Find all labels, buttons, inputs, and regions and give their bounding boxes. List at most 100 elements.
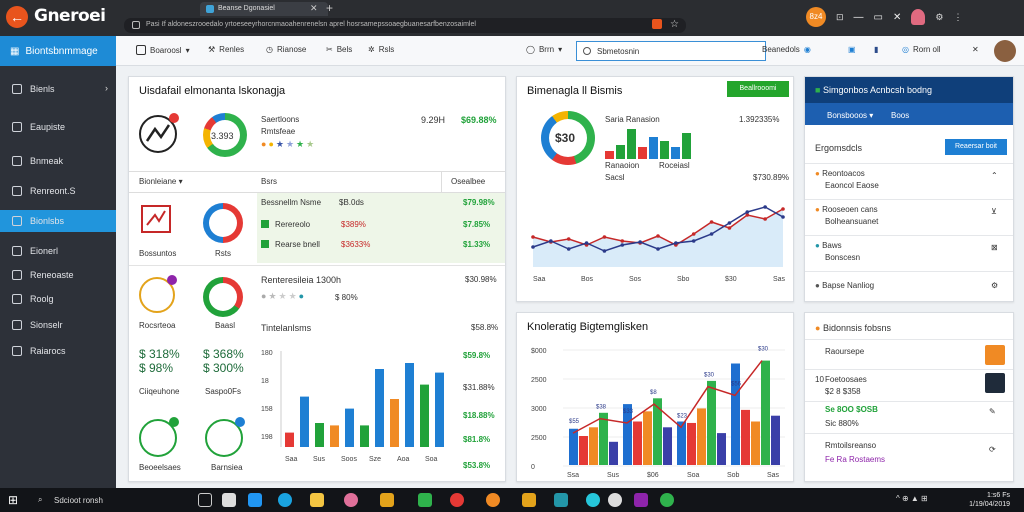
list-item[interactable] [805, 199, 1013, 235]
list-item[interactable] [805, 401, 1013, 437]
toolbar-action[interactable]: Beanedols ◉ [762, 45, 811, 54]
orange-action-button[interactable] [985, 345, 1005, 365]
menu-dropdown[interactable]: ◯ Brrn ▾ [526, 45, 563, 54]
list-item[interactable] [805, 433, 1013, 469]
edit-icon[interactable]: ✎ [989, 407, 996, 416]
app-icon[interactable] [380, 493, 394, 507]
app-icon[interactable] [418, 493, 432, 507]
square-icon[interactable]: ▣ [848, 45, 856, 54]
user-avatar[interactable] [994, 40, 1016, 62]
dark-action-button[interactable] [985, 373, 1005, 393]
app-icon[interactable] [660, 493, 674, 507]
app-icon[interactable] [554, 493, 568, 507]
taskbar-search[interactable]: ⌕ Sdcioot ronsh [38, 495, 103, 505]
extension-icon[interactable] [652, 19, 662, 29]
x-tick-label: $30 [725, 276, 737, 283]
list-item[interactable] [805, 339, 1013, 375]
browser-tab[interactable]: Beanse Dgonasiel [200, 2, 328, 16]
sidebar-item-0[interactable]: Bienls › [0, 78, 116, 100]
section-button[interactable]: Reaersar boit [945, 139, 1007, 155]
x-tick-label: Bos [581, 276, 594, 283]
bar-red [741, 409, 750, 465]
list-item[interactable] [805, 271, 1013, 307]
chevron-up-icon[interactable]: ⌃ [991, 171, 998, 180]
search-input[interactable]: Sbmetosnin [576, 41, 766, 61]
sidebar-item-6[interactable]: Reneoaste [0, 264, 116, 286]
system-tray[interactable]: ^ ⊕ ▲ ⊞ [896, 494, 928, 503]
task-view-icon[interactable] [198, 493, 212, 507]
sidebar-item-9[interactable]: Raiarocs [0, 340, 116, 362]
app-icon[interactable] [522, 493, 536, 507]
firefox-icon[interactable] [486, 493, 500, 507]
app-icon[interactable] [586, 493, 600, 507]
toolbar-item-4[interactable]: ✲ Rsls [368, 45, 395, 54]
refresh-icon[interactable]: ⟳ [989, 445, 996, 454]
sidebar-item-8[interactable]: Sionselr [0, 314, 116, 336]
toolbar-item-3[interactable]: ✂ Bels [326, 45, 353, 54]
url-bar[interactable]: Pasi ℓf aldoneszrooedalo yrtoeseeyrhorcn… [124, 18, 686, 33]
point [727, 226, 732, 230]
point [691, 232, 696, 236]
subnav-item[interactable]: Bonsbooos ▾ [827, 111, 874, 120]
section-right: $30.98% [465, 275, 497, 284]
sidebar-item-7[interactable]: Roolg [0, 288, 116, 310]
expand-icon[interactable]: ⊻ [991, 207, 997, 216]
expand-icon[interactable]: ⊠ [991, 243, 998, 252]
x-tick-label: Sus [607, 472, 620, 479]
tools-icon: ✂ [326, 45, 333, 54]
app-icon[interactable] [222, 493, 236, 507]
list-item[interactable] [805, 369, 1013, 405]
table-header [129, 171, 505, 193]
sidebar-item-5[interactable]: Eionerl [0, 240, 116, 262]
doll-icon [911, 9, 926, 25]
ie-icon[interactable] [278, 493, 292, 507]
app-icon[interactable] [344, 493, 358, 507]
list-item[interactable] [805, 163, 1013, 199]
sidebar-item-3[interactable]: Renreont.S [0, 180, 116, 202]
data-label: $30 [704, 373, 715, 379]
sidebar-header[interactable]: ▦ Biontsbnmmage [0, 36, 116, 66]
tab-close-icon[interactable]: ✕ [310, 3, 318, 13]
bookmark-star-icon[interactable]: ☆ [670, 19, 679, 30]
toolbar-item-2[interactable]: ◷ Rianose [266, 45, 307, 54]
sidebar-item-4[interactable]: Bionlsbs [0, 210, 116, 232]
list-item[interactable] [805, 235, 1013, 271]
taskbar-clock[interactable]: 1:s6 Fs 1/19/04/2019 [969, 492, 1010, 508]
settings-icon[interactable]: ⚙ [991, 281, 999, 290]
start-windows-icon[interactable]: ⊞ [8, 493, 19, 507]
toolbar-item-1[interactable]: ⚒ Renles [208, 45, 245, 54]
subnav-item[interactable]: Boos [891, 111, 910, 120]
back-arrow-icon[interactable]: ← [6, 6, 28, 28]
column-header: Bsrs [261, 177, 277, 186]
menu-dots-icon[interactable]: ⋮ [953, 11, 963, 22]
minimize-button[interactable]: — [853, 11, 864, 23]
row-checkbox[interactable] [261, 240, 269, 248]
folder-icon[interactable] [310, 493, 324, 507]
app-icon[interactable] [608, 493, 622, 507]
point [584, 241, 589, 245]
chrome-icon[interactable] [450, 493, 464, 507]
bookmark-icon[interactable]: ▮ [874, 45, 879, 54]
profile-badge[interactable]: 8z4 [806, 7, 826, 27]
new-tab-icon[interactable]: + [326, 1, 334, 15]
toolbar-close[interactable]: ✕ [972, 45, 979, 54]
right-pct: $18.88% [463, 411, 495, 420]
toolbar-right-item[interactable]: ◎ Rorn oll [902, 45, 941, 54]
chat-icon [12, 346, 22, 356]
sidebar-item-1[interactable]: Eaupiste [0, 116, 116, 138]
maximize-button[interactable]: ▭ [873, 11, 883, 23]
toolbar-item-0[interactable]: Boaroosl ▾ [136, 45, 190, 55]
app-icon[interactable] [634, 493, 648, 507]
point [727, 221, 732, 225]
edge-icon[interactable] [248, 493, 262, 507]
toggle-icon: ◉ [803, 45, 811, 54]
list-item-sub: Bolheansuanet [825, 217, 879, 226]
panel-action-button[interactable]: Beallrooomi [727, 81, 789, 97]
close-window-button[interactable]: ✕ [893, 11, 902, 23]
row-checkbox[interactable] [261, 220, 269, 228]
filter-dropdown[interactable]: Bionleiane ▾ [139, 177, 183, 186]
sidebar-item-2[interactable]: Bnmeak [0, 150, 116, 172]
extension-puzzle-icon[interactable]: ⊡ [836, 11, 844, 22]
settings-gear-icon[interactable]: ⚙ [935, 11, 944, 22]
chevron-right-icon[interactable]: › [105, 83, 108, 93]
